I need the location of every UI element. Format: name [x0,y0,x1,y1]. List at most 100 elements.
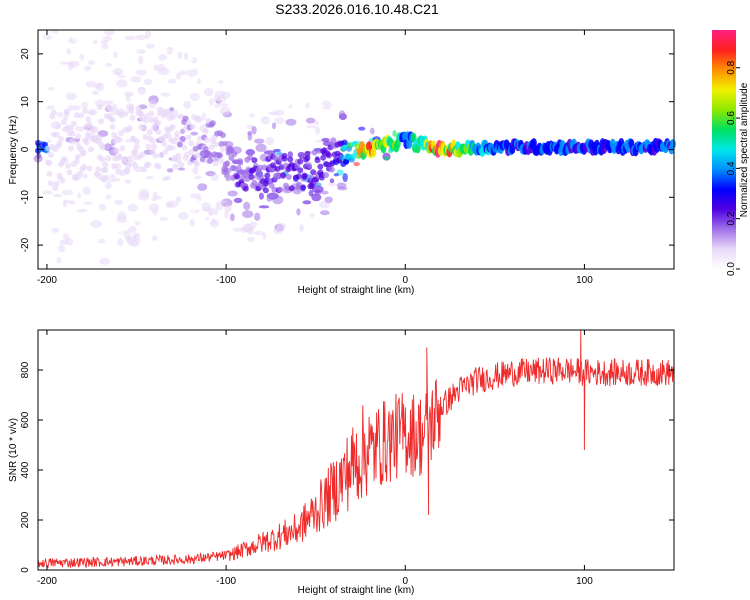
spectrogram-band-cell [83,139,90,146]
spectrogram-blob [260,115,271,125]
spectrogram-blob [72,31,81,41]
spectrogram-band-cell [69,130,76,137]
spectrogram-band-cell [63,110,70,117]
spectrogram-blob [340,200,352,209]
spectrogram-blob [177,167,186,171]
spectrogram-blob [47,86,55,91]
spectrogram-band-cell [95,137,102,144]
spectrogram-band-cell [62,157,69,164]
spectrogram-blob [381,104,391,111]
spectrogram-band-cell [85,116,92,123]
spectrogram-blob [135,34,147,41]
spectrogram-blob [175,196,182,203]
spectrogram-blob [224,204,232,213]
spectrogram-blob [76,208,88,213]
spectrogram-blob [39,115,47,124]
spectrogram-blob [363,214,374,218]
spectrogram-blob [56,257,62,264]
spectrogram-band-cell [288,185,295,192]
spectrogram-blob [50,40,57,45]
spectrogram-x-label: Height of straight line (km) [298,285,415,296]
spectrogram-band-cell [297,158,304,165]
spectrogram-band-cell [108,106,115,113]
spectrogram-blob [135,69,148,76]
spectrogram-band-cell [47,151,54,158]
spectrogram-blob [219,27,228,35]
spectrogram-blob [106,224,115,230]
spectrogram-band-cell [281,155,288,162]
spectrogram-blob [104,100,114,105]
spectrogram-band-cell [305,162,312,169]
spectrogram-band-cell [109,123,116,130]
spectrogram-blob [152,191,158,199]
spectrogram-band-cell [248,174,255,181]
spectrogram-band-cell [149,137,156,144]
spectrogram-blob [361,185,370,192]
colorbar: 0.0 0.2 0.4 0.6 0.8 Normalized spectral ampl… [712,30,750,276]
spectrogram-blob [209,98,215,106]
spectrogram-blob [223,77,229,82]
spectrogram-band-cell [219,146,226,153]
spectrogram-blob [254,212,261,222]
spectrogram-blob [50,80,59,85]
spectrogram-blob [166,46,174,53]
spectrogram-band-cell [132,148,139,155]
spectrogram-blob [272,195,284,205]
spectrogram-blob [379,89,392,95]
spectrogram-band-cell [56,172,63,179]
spectrogram-band-cell [162,148,169,155]
spectrogram-band-cell [204,136,211,143]
spectrogram-blob [263,150,276,155]
spectrogram-blob [35,211,44,221]
spectrogram-blob [373,195,378,202]
spectrogram-blob [80,101,89,110]
spectrogram-blob [243,36,251,41]
spectrogram-blob [157,245,167,250]
spectrogram-band-cell [46,170,53,177]
spectrogram-blob [214,90,226,100]
spectrogram-band-cell [188,140,195,147]
spectrogram-blob [281,61,290,65]
spectrogram-blob [383,156,391,161]
spectrogram-blob [219,106,231,116]
y-tick-label: -20 [20,237,31,252]
spectrogram-blob [329,57,339,65]
spectrogram-blob [247,61,252,66]
spectrogram-band-cell [113,147,120,154]
spectrogram-blob [261,97,270,103]
spectrogram-blob [254,138,265,144]
spectrogram-blob [287,76,295,83]
spectrogram-blob [211,245,224,255]
snr-panel: -200 -100 0 100 0 200 400 600 800 Height of stra… [8,329,675,596]
spectrogram-blob [306,239,316,245]
spectrogram-blob [232,83,243,87]
spectrogram-blob [271,122,277,130]
x-tick-label: 100 [576,275,593,286]
spectrogram-blob [36,262,43,268]
y-tick-label: 600 [20,411,31,428]
colorbar-gradient [712,30,736,269]
spectrogram-band-cell [206,157,213,164]
spectrogram-blob [387,264,395,271]
spectrogram-band-cell [208,144,215,151]
spectrogram-blob [47,57,56,63]
spectrogram-band-cell [129,114,136,121]
spectrogram-blob [197,183,208,191]
spectrogram-blob [99,257,111,265]
spectrogram-blob [355,76,365,82]
spectrogram-blob [123,229,131,239]
spectrogram-band-cell [139,151,146,158]
spectrogram-band-cell [126,125,133,132]
spectrogram-blob [40,124,50,131]
spectrogram-blob [51,227,60,233]
spectrogram-band-cell [234,173,241,180]
spectrogram-band-cell [73,158,80,165]
spectrogram-blob [353,199,362,203]
spectrogram-blob [230,213,235,222]
spectrogram-blob [305,59,314,63]
colorbar-ticks: 0.0 0.2 0.4 0.6 0.8 [726,60,740,276]
spectrogram-blob [61,189,74,196]
spectrogram-blob [116,79,128,88]
spectrogram-blob [165,250,177,256]
spectrogram-blob [125,93,132,103]
